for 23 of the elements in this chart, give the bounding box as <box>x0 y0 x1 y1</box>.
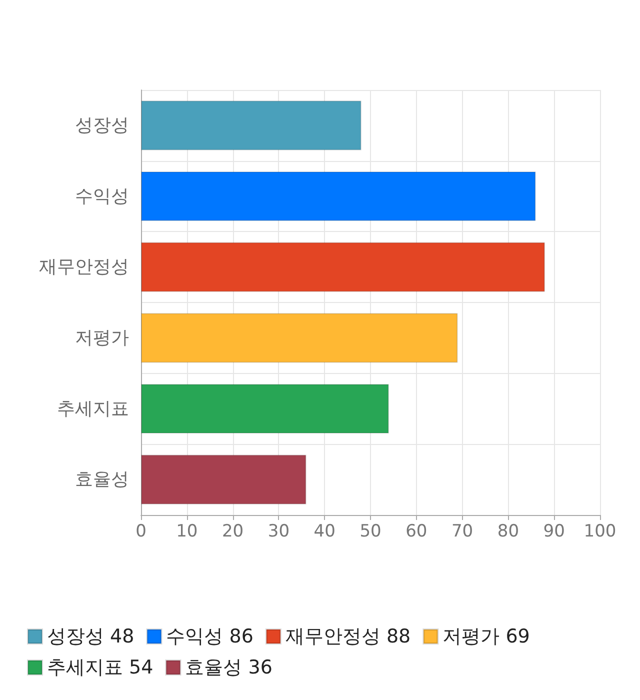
x-tick-label: 10 <box>176 522 198 542</box>
y-tick-label: 추세지표 <box>57 398 129 420</box>
legend-label: 성장성 48 <box>47 626 134 648</box>
y-tick-label: 효율성 <box>75 469 129 490</box>
legend-label: 저평가 69 <box>442 626 530 648</box>
y-tick-label: 성장성 <box>75 114 129 136</box>
legend-label: 재무안정성 88 <box>285 626 411 648</box>
x-tick-label: 0 <box>136 522 146 542</box>
x-tick-label: 40 <box>314 522 336 542</box>
x-tick-label: 90 <box>543 522 565 542</box>
x-tick-label: 80 <box>497 522 520 542</box>
y-tick-label: 수익성 <box>75 186 129 207</box>
x-tick-label: 70 <box>451 522 474 542</box>
legend-label: 효율성 36 <box>185 656 272 678</box>
legend-label: 추세지표 54 <box>47 656 154 678</box>
x-tick-label: 50 <box>360 522 382 542</box>
x-tick-label: 60 <box>406 522 428 542</box>
x-tick-label: 100 <box>584 522 616 542</box>
y-tick-label: 저평가 <box>75 327 129 348</box>
x-tick-label: 30 <box>268 522 290 542</box>
x-tick-label: 20 <box>222 522 244 542</box>
legend-label: 수익성 86 <box>166 626 254 648</box>
y-tick-label: 재무안정성 <box>39 256 129 278</box>
